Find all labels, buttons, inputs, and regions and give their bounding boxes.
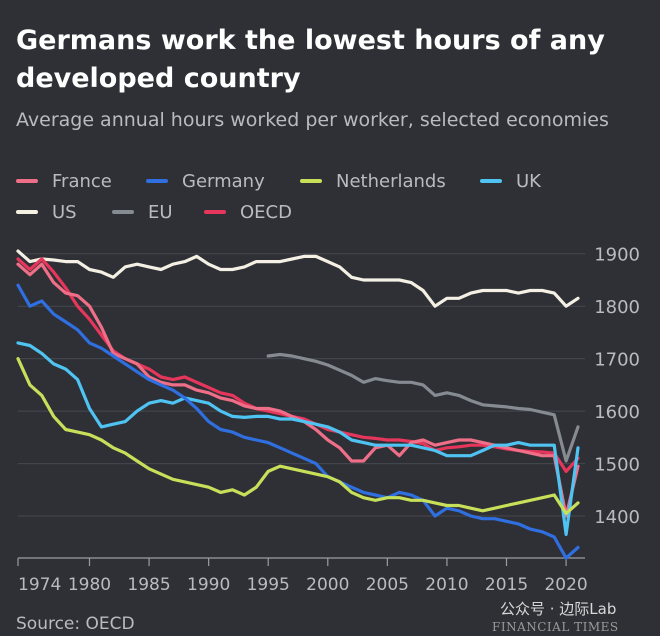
x-tick-labels: 1974 1980 1985 1990 1995 2000 2005 2010 2015 2020 (18, 575, 588, 595)
series-line-uk (16, 341, 580, 537)
x-tick-label-1995: 1995 (247, 575, 290, 595)
x-tick-label-2010: 2010 (425, 575, 468, 595)
chart-title: Germans work the lowest hours of any dev… (16, 25, 605, 94)
x-tick-label-2005: 2005 (366, 575, 409, 595)
chart-legend: France Germany Netherlands UK US EU OECD (16, 168, 636, 228)
legend-swatch-germany (146, 179, 168, 183)
legend-label-germany: Germany (182, 170, 265, 192)
legend-item-uk: UK (480, 168, 541, 194)
y-tick-label-1500: 1500 (594, 455, 640, 476)
y-tick-label-1400: 1400 (594, 507, 640, 528)
series-line-eu (266, 352, 580, 463)
legend-swatch-uk (480, 179, 502, 183)
y-tick-label-1600: 1600 (594, 402, 640, 423)
legend-swatch-oecd (204, 210, 226, 214)
legend-swatch-netherlands (300, 179, 322, 183)
chart-subtitle: Average annual hours worked per worker, … (16, 109, 609, 131)
x-tick-label-1985: 1985 (127, 575, 170, 595)
y-tick-label-1800: 1800 (594, 297, 640, 318)
watermark-text: 公众号 · 边际Lab (500, 600, 617, 618)
x-tick-label-2015: 2015 (485, 575, 528, 595)
legend-label-france: France (52, 170, 112, 192)
legend-label-uk: UK (516, 170, 541, 192)
x-axis (17, 557, 585, 566)
series-line-us (16, 249, 580, 308)
x-tick-label-1974: 1974 (18, 575, 61, 595)
legend-item-netherlands: Netherlands (300, 168, 446, 194)
legend-swatch-eu (112, 210, 134, 214)
x-tick-label-1980: 1980 (68, 575, 111, 595)
legend-label-netherlands: Netherlands (336, 170, 446, 192)
legend-label-oecd: OECD (240, 201, 292, 223)
legend-item-us: US (16, 199, 77, 225)
legend-swatch-france (16, 179, 38, 183)
y-tick-labels: 1400 1500 1600 1700 1800 1900 (594, 245, 640, 528)
y-tick-label-1900: 1900 (594, 245, 640, 266)
legend-label-eu: EU (148, 201, 173, 223)
legend-swatch-us (16, 210, 38, 214)
series-line-netherlands (16, 357, 580, 516)
brand-text: FINANCIAL TIMES (492, 620, 619, 634)
x-tick-label-1990: 1990 (187, 575, 230, 595)
x-tick-label-2000: 2000 (306, 575, 349, 595)
legend-item-eu: EU (112, 199, 173, 225)
chart-source: Source: OECD (16, 614, 135, 634)
y-tick-label-1700: 1700 (594, 350, 640, 371)
series-line-germany (16, 283, 580, 560)
x-tick-label-2020: 2020 (544, 575, 587, 595)
gridlines (18, 253, 585, 517)
series-lines (16, 249, 580, 560)
legend-item-oecd: OECD (204, 199, 292, 225)
legend-label-us: US (52, 201, 77, 223)
legend-item-france: France (16, 168, 112, 194)
legend-item-germany: Germany (146, 168, 265, 194)
series-line-france (16, 262, 580, 518)
